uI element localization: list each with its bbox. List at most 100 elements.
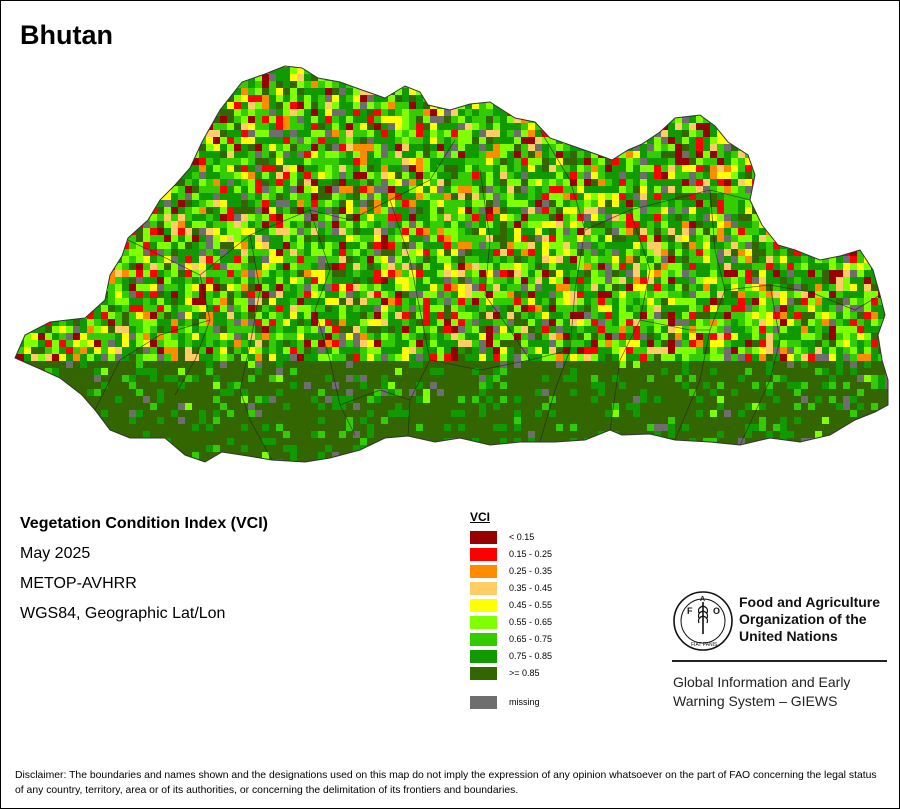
vci-cell (269, 312, 276, 319)
vci-cell (136, 179, 143, 186)
vci-cell (815, 165, 822, 172)
vci-cell (206, 277, 213, 284)
vci-cell (766, 130, 773, 137)
vci-cell (52, 263, 59, 270)
vci-cell (304, 256, 311, 263)
vci-cell (584, 137, 591, 144)
vci-cell (430, 249, 437, 256)
vci-cell (584, 67, 591, 74)
vci-cell (402, 298, 409, 305)
vci-cell (626, 81, 633, 88)
vci-cell (549, 319, 556, 326)
vci-cell (479, 221, 486, 228)
vci-cell (290, 326, 297, 333)
vci-cell (773, 256, 780, 263)
vci-cell (171, 67, 178, 74)
vci-cell (220, 326, 227, 333)
vci-cell (857, 151, 864, 158)
vci-cell (150, 256, 157, 263)
vci-cell (199, 74, 206, 81)
vci-cell (318, 284, 325, 291)
vci-cell (731, 144, 738, 151)
vci-cell (143, 333, 150, 340)
vci-cell (157, 284, 164, 291)
vci-cell (283, 172, 290, 179)
vci-cell (717, 326, 724, 333)
vci-cell (514, 284, 521, 291)
vci-cell (59, 221, 66, 228)
vci-cell (45, 249, 52, 256)
vci-cell (486, 305, 493, 312)
vci-cell (213, 228, 220, 235)
vci-cell (304, 333, 311, 340)
vci-cell (52, 242, 59, 249)
vci-cell (150, 88, 157, 95)
vci-cell (353, 284, 360, 291)
vci-cell (598, 137, 605, 144)
vci-cell (773, 130, 780, 137)
vci-cell (528, 319, 535, 326)
vci-cell (388, 102, 395, 109)
vci-cell (703, 256, 710, 263)
vci-cell (591, 298, 598, 305)
vci-cell (542, 305, 549, 312)
vci-cell (521, 249, 528, 256)
vci-cell (465, 249, 472, 256)
vci-cell (31, 158, 38, 165)
vci-cell (500, 81, 507, 88)
vci-cell (423, 326, 430, 333)
vci-cell (493, 326, 500, 333)
vci-cell (808, 291, 815, 298)
vci-cell (430, 172, 437, 179)
vci-cell (122, 193, 129, 200)
vci-cell (682, 291, 689, 298)
vci-cell (360, 130, 367, 137)
vci-cell (297, 298, 304, 305)
vci-cell (318, 123, 325, 130)
vci-cell (500, 186, 507, 193)
vci-cell (360, 74, 367, 81)
vci-cell (80, 95, 87, 102)
vci-cell (367, 123, 374, 130)
vci-cell (199, 200, 206, 207)
vci-cell (668, 186, 675, 193)
vci-cell (528, 88, 535, 95)
vci-cell (94, 235, 101, 242)
vci-cell (633, 186, 640, 193)
vci-cell (17, 165, 24, 172)
vci-cell (122, 151, 129, 158)
vci-cell (549, 67, 556, 74)
vci-cell (850, 242, 857, 249)
vci-cell (437, 284, 444, 291)
vci-cell (850, 249, 857, 256)
vci-cell (563, 256, 570, 263)
vci-cell (395, 242, 402, 249)
vci-cell (598, 74, 605, 81)
vci-cell (612, 81, 619, 88)
vci-cell (381, 102, 388, 109)
vci-cell (59, 326, 66, 333)
vci-cell (318, 263, 325, 270)
vci-cell (185, 298, 192, 305)
vci-cell (59, 158, 66, 165)
vci-cell (409, 116, 416, 123)
vci-cell (157, 263, 164, 270)
vci-cell (332, 326, 339, 333)
vci-cell (220, 179, 227, 186)
vci-cell (689, 116, 696, 123)
vci-cell (892, 74, 895, 81)
vci-cell (577, 123, 584, 130)
vci-cell (514, 74, 521, 81)
vci-cell (710, 67, 717, 74)
vci-cell (59, 137, 66, 144)
vci-cell (66, 270, 73, 277)
vci-cell (878, 74, 885, 81)
vci-cell (199, 123, 206, 130)
vci-cell (878, 256, 885, 263)
vci-cell (836, 291, 843, 298)
vci-cell (31, 81, 38, 88)
vci-cell (682, 305, 689, 312)
vci-cell (864, 165, 871, 172)
vci-cell (367, 74, 374, 81)
vci-cell (402, 186, 409, 193)
